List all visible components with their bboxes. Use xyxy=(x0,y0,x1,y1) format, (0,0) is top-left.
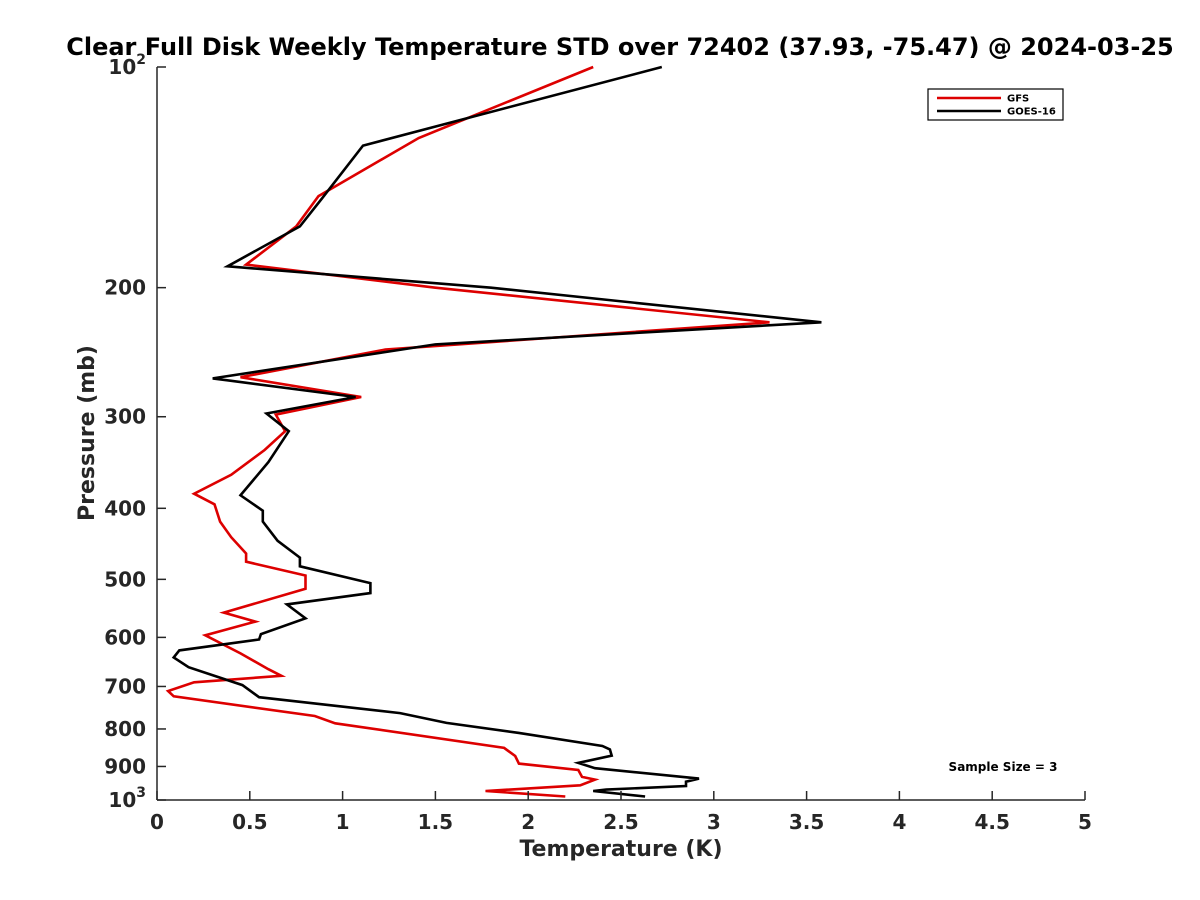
y-ticks: 102 200 300 400 500 600 700 800 900 103 xyxy=(104,52,166,812)
x-tick-label: 1.5 xyxy=(418,810,453,834)
x-tick-label: 4 xyxy=(892,810,906,834)
x-tick-label: 0.5 xyxy=(232,810,267,834)
y-tick-label: 600 xyxy=(104,625,146,649)
chart-title: Clear Full Disk Weekly Temperature STD o… xyxy=(66,33,1174,61)
y-tick-label: 400 xyxy=(104,496,146,520)
x-axis-label: Temperature (K) xyxy=(519,837,722,862)
x-tick-label: 0 xyxy=(150,810,164,834)
x-tick-label: 3.5 xyxy=(789,810,824,834)
y-tick-label: 900 xyxy=(104,754,146,778)
plot-lines xyxy=(165,65,822,798)
sample-size-annotation: Sample Size = 3 xyxy=(949,760,1058,774)
y-tick-label: 103 xyxy=(108,785,146,812)
y-tick-label: 500 xyxy=(104,567,146,591)
x-tick-label: 2 xyxy=(521,810,535,834)
x-ticks: 0 0.5 1 1.5 2 2.5 3 3.5 4 4.5 5 xyxy=(150,791,1092,834)
x-tick-label: 1 xyxy=(336,810,350,834)
x-tick-label: 2.5 xyxy=(603,810,638,834)
y-axis-label: Pressure (mb) xyxy=(75,345,100,521)
series-line-goes16 xyxy=(171,65,822,798)
x-tick-label: 3 xyxy=(707,810,721,834)
legend-label-goes16: GOES-16 xyxy=(1007,107,1056,118)
y-tick-label: 700 xyxy=(104,674,146,698)
x-tick-label: 4.5 xyxy=(974,810,1009,834)
legend-label-gfs: GFS xyxy=(1007,94,1029,105)
x-tick-label: 5 xyxy=(1078,810,1092,834)
y-tick-label: 102 xyxy=(108,52,146,79)
y-tick-label: 300 xyxy=(104,405,146,429)
legend-box xyxy=(927,88,1064,121)
series-line-gfs xyxy=(165,65,770,798)
y-tick-label: 800 xyxy=(104,717,146,741)
legend: GFS GOES-16 xyxy=(927,88,1064,121)
y-tick-label: 200 xyxy=(104,276,146,300)
